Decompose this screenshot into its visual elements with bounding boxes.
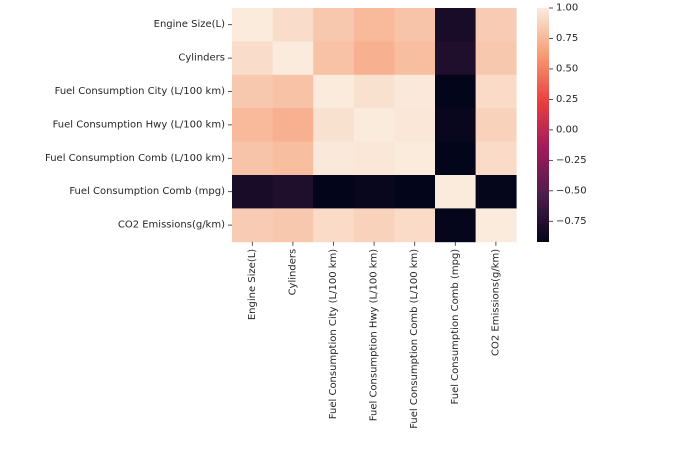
heatmap-cell-r5-c3 [353, 175, 395, 209]
heatmap-cell-r4-c2 [313, 141, 355, 176]
row-label: Fuel Consumption Comb (mpg) [69, 186, 225, 197]
column-label: Cylinders [287, 249, 298, 296]
row-label: Fuel Consumption Comb (L/100 km) [45, 153, 225, 164]
heatmap-cell-r2-c5 [435, 74, 476, 109]
heatmap-cell-r4-c4 [394, 141, 436, 176]
heatmap-cell-r0-c6 [475, 8, 517, 42]
heatmap-cell-r6-c5 [435, 208, 476, 243]
heatmap-cell-r1-c6 [475, 41, 517, 76]
heatmap-cell-r5-c2 [313, 175, 355, 209]
colorbar-gradient [537, 8, 549, 242]
heatmap-cell-r0-c2 [313, 8, 355, 42]
heatmap-cell-r5-c5 [435, 175, 476, 209]
heatmap-cell-r2-c6 [475, 74, 517, 109]
colorbar-tick-label: 1.00 [556, 3, 578, 14]
heatmap-cell-r0-c3 [353, 8, 395, 42]
heatmap-cell-r3-c1 [272, 108, 314, 142]
heatmap-cell-r3-c3 [353, 108, 395, 142]
column-label: Engine Size(L) [247, 249, 258, 320]
heatmap-cell-r1-c2 [313, 41, 355, 76]
heatmap-cell-r2-c0 [232, 74, 273, 109]
colorbar-tick-label: −0.50 [556, 185, 587, 196]
column-label: Fuel Consumption City (L/100 km) [328, 249, 339, 419]
colorbar-tick-label: 0.00 [556, 124, 578, 135]
colorbar-tick-label: −0.75 [556, 216, 587, 227]
heatmap-cell-r4-c0 [232, 141, 273, 176]
colorbar-tick-label: −0.25 [556, 155, 587, 166]
heatmap-cell-r4-c1 [272, 141, 314, 176]
column-labels: Engine Size(L) Cylinders Fuel Consumption … [247, 241, 501, 429]
column-label: Fuel Consumption Comb (L/100 km) [409, 249, 420, 429]
heatmap-cell-r1-c3 [353, 41, 395, 76]
row-labels: Engine Size(L) Cylinders Fuel Consumption … [45, 19, 232, 231]
column-label: Fuel Consumption Comb (mpg) [450, 249, 461, 405]
heatmap-cell-r5-c4 [394, 175, 436, 209]
heatmap-cell-r6-c1 [272, 208, 314, 243]
heatmap-cell-r3-c5 [435, 108, 476, 142]
row-label: Fuel Consumption Hwy (L/100 km) [53, 119, 225, 130]
colorbar-tick-label: 0.25 [556, 94, 578, 105]
column-label: Fuel Consumption Hwy (L/100 km) [369, 249, 380, 421]
heatmap-cell-r0-c1 [272, 8, 314, 42]
heatmap-cell-r5-c6 [475, 175, 517, 209]
row-label: Engine Size(L) [154, 19, 225, 30]
heatmap-cell-r4-c3 [353, 141, 395, 176]
heatmap-cell-r5-c1 [272, 175, 314, 209]
heatmap-cell-r6-c3 [353, 208, 395, 243]
heatmap-cell-r0-c4 [394, 8, 436, 42]
heatmap-cell-r6-c0 [232, 208, 273, 243]
heatmap-cell-r0-c5 [435, 8, 476, 42]
colorbar-tick-label: 0.50 [556, 63, 578, 74]
heatmap-cell-r5-c0 [232, 175, 273, 209]
row-label: Fuel Consumption City (L/100 km) [55, 86, 225, 97]
colorbar-tick-label: 0.75 [556, 33, 578, 44]
column-label: CO2 Emissions(g/km) [490, 249, 501, 356]
heatmap-cell-r6-c6 [475, 208, 517, 243]
heatmap-cell-r1-c5 [435, 41, 476, 76]
heatmap-cell-r1-c1 [272, 41, 314, 76]
heatmap-cell-r3-c0 [232, 108, 273, 142]
heatmap-cell-r3-c4 [394, 108, 436, 142]
heatmap-cell-r6-c4 [394, 208, 436, 243]
heatmap-cell-r2-c1 [272, 74, 314, 109]
heatmap-cell-r0-c0 [232, 8, 273, 42]
row-label: CO2 Emissions(g/km) [118, 220, 225, 231]
heatmap-cell-r4-c5 [435, 141, 476, 176]
heatmap-cells [232, 8, 517, 243]
heatmap-cell-r4-c6 [475, 141, 517, 176]
heatmap-cell-r1-c4 [394, 41, 436, 76]
heatmap-cell-r2-c3 [353, 74, 395, 109]
heatmap-cell-r2-c4 [394, 74, 436, 109]
heatmap-cell-r1-c0 [232, 41, 273, 76]
heatmap-cell-r3-c6 [475, 108, 517, 142]
row-label: Cylinders [178, 53, 225, 64]
heatmap-cell-r3-c2 [313, 108, 355, 142]
colorbar: −0.75 −0.50 −0.25 0.00 0.25 0.50 0.75 1.00 [537, 3, 587, 242]
heatmap-cell-r6-c2 [313, 208, 355, 243]
heatmap-cell-r2-c2 [313, 74, 355, 109]
